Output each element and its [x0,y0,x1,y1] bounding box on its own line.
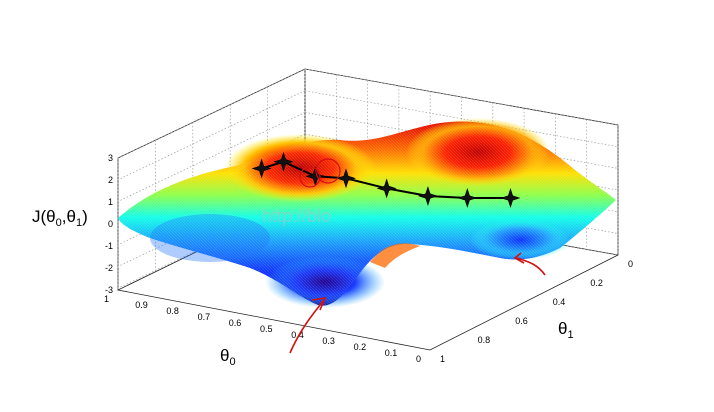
theta0-tick-label: 0.2 [354,342,367,352]
j-tick-label: 0 [108,219,113,229]
theta0-tick-label: 0 [416,354,421,364]
gridline-left [117,198,306,289]
theta1-tick-label: 0.8 [478,335,491,345]
start-circle-2 [315,158,341,184]
descent-step-marker [417,186,438,206]
theta0-tick-label: 0.1 [385,348,398,358]
j-tick-label: 3 [108,153,113,163]
theta0-tick-label: 0.8 [166,306,179,316]
gridline-left [117,177,306,267]
arrow-to-local-min-2 [513,252,546,276]
theta0-tick-label: 0.3 [322,336,335,346]
j-tick-label: -2 [105,263,113,273]
j-axis-label: J(θ0,θ1) [32,207,88,229]
gridline-left [117,68,306,159]
cost-surface [118,118,616,308]
j-tick-label: -1 [105,241,113,251]
gridline-left [117,90,306,181]
floor-edge [117,254,619,351]
theta1-tick-label: 0.4 [553,297,566,307]
descent-step-marker [500,188,521,208]
theta0-tick-label: 1 [104,294,109,304]
descent-step-marker [336,168,356,189]
theta0-tick-label: 0.6 [229,318,242,328]
gridline-left [117,112,306,202]
theta1-tick-label: 0.6 [515,316,528,326]
j-tick-label: -3 [105,285,113,295]
theta1-ticks: 0 0.2 0.4 0.6 0.8 1 [440,259,633,364]
descent-step-marker [251,158,272,179]
theta0-tick-label: 0.9 [135,300,148,310]
theta0-tick-label: 0.4 [291,330,304,340]
descent-step-marker [376,178,397,199]
theta0-tick-label: 0.5 [260,324,273,334]
start-circle-1 [299,166,321,188]
j-ticks: 3 2 1 0 -1 -2 -3 [105,153,113,295]
theta0-tick-label: 0.7 [198,312,211,322]
j-tick-label: 1 [108,197,113,207]
theta1-tick-label: 1 [440,354,445,364]
theta1-tick-label: 0 [628,259,633,269]
watermark: http://blo [262,206,331,226]
theta0-axis-label: θ0 [220,346,236,368]
theta1-tick-label: 0.2 [590,278,603,288]
j-tick-label: 2 [108,175,113,185]
theta1-axis-label: θ1 [558,319,574,341]
descent-step-marker [457,187,478,208]
arrow-to-local-min-1 [289,296,327,354]
theta0-ticks: 1 0.9 0.8 0.7 0.6 0.5 0.4 0.3 0.2 0.1 0 [104,294,421,364]
descent-step-marker [273,151,294,172]
